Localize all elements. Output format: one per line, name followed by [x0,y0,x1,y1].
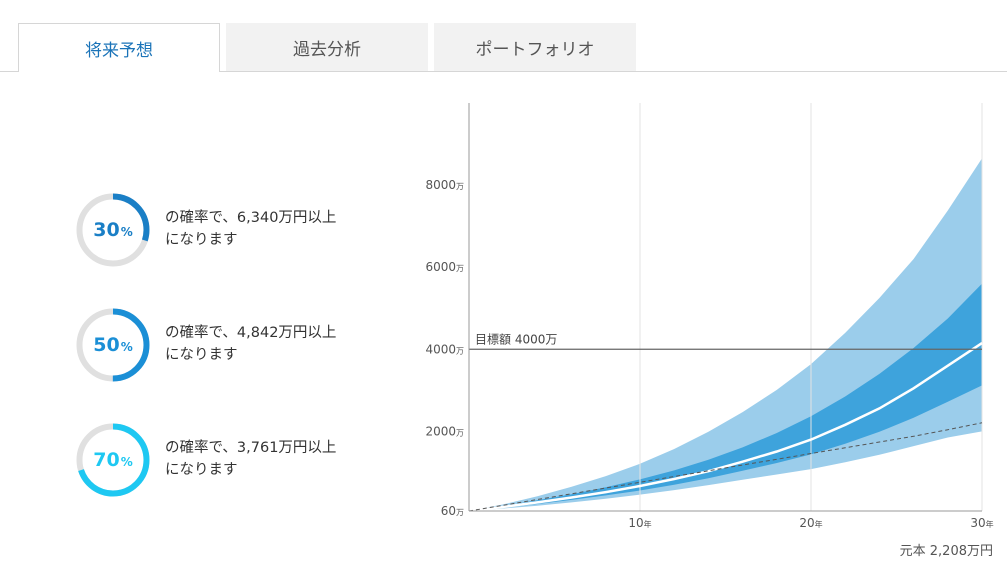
x-tick-label: 20年 [799,516,822,530]
probability-description: の確率で、4,842万円以上 になります [165,325,337,363]
probability-percent: 30% [93,219,133,241]
tab-portfolio[interactable]: ポートフォリオ [434,23,636,71]
y-tick-unit: 万 [456,346,464,355]
probability-percent: 50% [93,334,133,356]
y-tick-label: 8000万 [425,178,464,192]
target-label: 目標額 4000万 [475,332,557,346]
tab-past-analysis[interactable]: 過去分析 [226,23,428,71]
projection-chart: 目標額 4000万 60万 2000万 4000万 6000万 8000万 10年 20年 30… [425,103,994,530]
y-tick-label: 4000万 [425,342,464,356]
principal-line [468,422,983,512]
x-tick-unit: 年 [986,519,994,529]
probability-ring [76,423,150,497]
y-tick-label: 60万 [441,504,464,518]
y-tick-unit: 万 [456,264,464,273]
y-tick-unit: 万 [456,182,464,191]
x-tick-label: 10年 [628,516,651,530]
tab-bar-divider [0,71,1007,72]
probability-item-50: 50% の確率で、4,842万円以上 になります [73,305,373,385]
probability-percent: 70% [93,449,133,471]
median-line [468,342,983,513]
x-tick-unit: 年 [815,519,823,529]
probability-ring [76,308,150,382]
principal-note: 元本 2,208万円 [899,544,993,559]
probability-description: の確率で、3,761万円以上 になります [165,440,337,478]
y-tick-label: 2000万 [425,424,464,438]
y-tick-label: 6000万 [425,260,464,274]
x-tick-label: 30年 [970,516,993,530]
tab-future-forecast[interactable]: 将来予想 [18,23,220,72]
probability-item-30: 30% の確率で、6,340万円以上 になります [73,190,373,270]
y-tick-unit: 万 [456,428,464,437]
probability-item-70: 70% の確率で、3,761万円以上 になります [73,420,373,500]
x-tick-unit: 年 [644,519,652,529]
tab-bar: 将来予想 過去分析 ポートフォリオ [0,0,1007,73]
probability-description: の確率で、6,340万円以上 になります [165,210,337,248]
y-tick-unit: 万 [456,508,464,517]
probability-ring [76,193,150,267]
